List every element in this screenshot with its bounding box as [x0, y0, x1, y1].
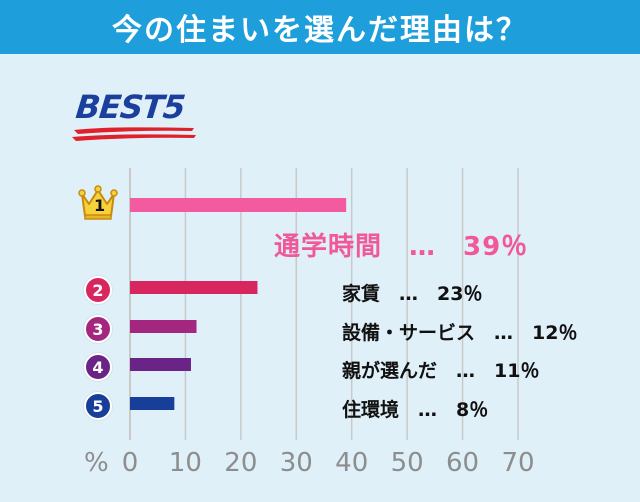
bar-2	[130, 281, 258, 294]
tick-label-40: 40	[335, 448, 369, 478]
bar-label-5: 住環境 … 8％	[342, 399, 489, 421]
bar-5	[130, 397, 175, 410]
bar-label-1: 通学時間 … 39％	[274, 232, 529, 262]
bar-4	[130, 358, 191, 371]
rank-1-label: 1	[94, 196, 106, 215]
tick-label-50: 50	[390, 448, 424, 478]
tick-label-60: 60	[446, 448, 480, 478]
rank-2-badge: 2	[84, 276, 112, 304]
tick-label-20: 20	[224, 448, 258, 478]
rank-5-badge: 5	[84, 392, 112, 420]
tick-label-30: 30	[279, 448, 313, 478]
bar-label-2: 家賃 … 23％	[342, 283, 483, 305]
tick-label-70: 70	[501, 448, 535, 478]
rank-3-badge: 3	[84, 315, 112, 343]
tick-label-0: 0	[121, 448, 139, 478]
bar-label-3: 設備・サービス … 12％	[342, 322, 578, 344]
bar-label-4: 親が選んだ … 11％	[342, 360, 540, 382]
bar-1	[130, 198, 347, 212]
rank-4-badge: 4	[84, 353, 112, 381]
unit-label: %	[84, 448, 109, 478]
best5-underline	[72, 127, 196, 141]
bar-3	[130, 320, 197, 333]
crown-icon	[78, 185, 118, 220]
tick-label-10: 10	[168, 448, 202, 478]
page-title: 今の住まいを選んだ理由は？	[0, 0, 640, 54]
